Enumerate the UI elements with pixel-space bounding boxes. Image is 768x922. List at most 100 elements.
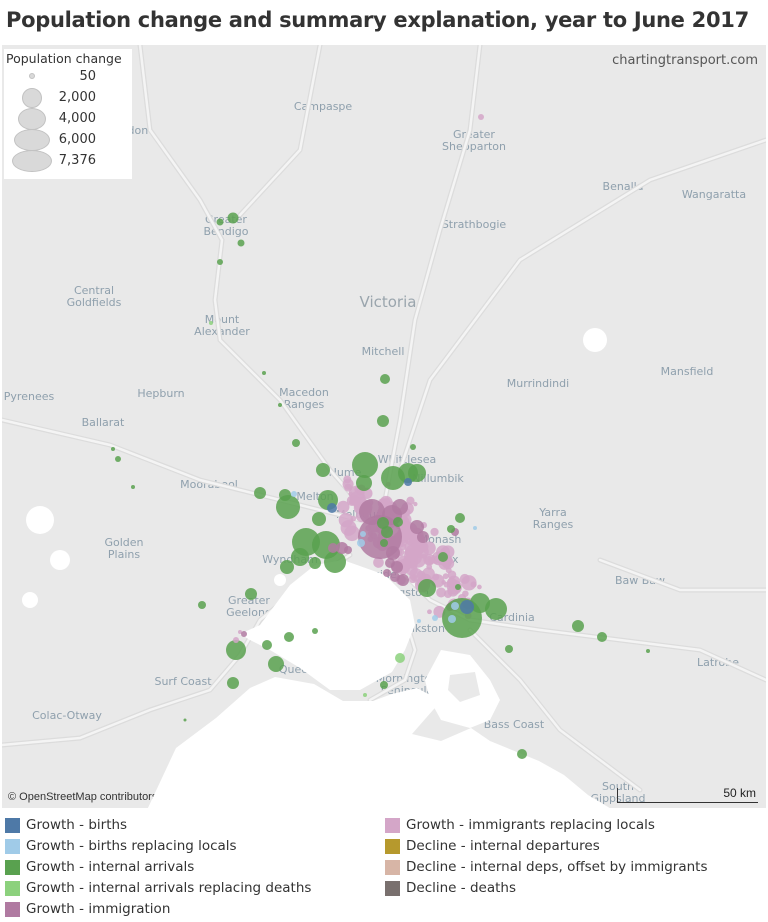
population-bubble[interactable] [291,491,297,497]
population-bubble[interactable] [391,561,403,573]
population-bubble[interactable] [342,478,354,490]
population-bubble[interactable] [373,557,384,568]
population-bubble[interactable] [131,485,135,489]
population-bubble[interactable] [448,615,456,623]
population-bubble[interactable] [357,539,365,547]
population-bubble[interactable] [427,609,432,615]
population-bubble[interactable] [430,527,439,537]
map[interactable]: Campaspe Greater Shepparton Benalla Wangara… [2,45,766,808]
population-bubble[interactable] [316,463,330,477]
population-bubble[interactable] [442,573,449,580]
population-bubble[interactable] [451,602,459,610]
population-bubble[interactable] [428,557,435,564]
population-bubble[interactable] [390,572,400,582]
population-bubble[interactable] [460,600,474,614]
population-bubble[interactable] [280,560,294,574]
population-bubble[interactable] [408,464,426,482]
population-bubble[interactable] [432,615,438,621]
population-bubble[interactable] [312,512,326,526]
population-bubble[interactable] [412,540,425,554]
population-bubble[interactable] [597,632,607,642]
population-bubble[interactable] [395,653,405,663]
population-bubble[interactable] [356,475,372,491]
population-bubble[interactable] [328,543,338,553]
population-bubble[interactable] [262,640,272,650]
legend-item[interactable]: Decline - internal departures [385,836,600,856]
population-bubble[interactable] [268,656,284,672]
population-bubble[interactable] [324,551,346,573]
population-bubble[interactable] [436,587,447,598]
population-bubble[interactable] [485,598,507,620]
population-bubble[interactable] [473,526,477,530]
population-bubble[interactable] [447,525,455,533]
population-bubble[interactable] [337,500,350,514]
population-bubble[interactable] [198,601,206,609]
population-bubble[interactable] [363,693,367,697]
population-bubble[interactable] [350,515,357,522]
population-bubble[interactable] [241,631,247,637]
population-bubble[interactable] [359,499,385,525]
population-bubble[interactable] [284,632,294,642]
population-bubble[interactable] [216,218,224,226]
population-bubble[interactable] [418,579,436,597]
population-bubble[interactable] [572,620,584,632]
population-bubble[interactable] [409,560,418,570]
population-bubble[interactable] [237,239,245,247]
population-bubble[interactable] [404,478,412,486]
population-bubble[interactable] [377,517,389,529]
population-bubble[interactable] [262,371,266,375]
legend-item[interactable]: Growth - internal arrivals [5,857,194,877]
population-bubble[interactable] [238,630,242,634]
population-bubble[interactable] [380,539,388,547]
population-bubble[interactable] [410,444,416,450]
attribution-link[interactable]: © OpenStreetMap contributors [8,791,158,803]
population-bubble[interactable] [478,114,484,120]
population-bubble[interactable] [417,619,421,623]
population-bubble[interactable] [444,590,452,598]
population-bubble[interactable] [349,497,358,506]
population-bubble[interactable] [278,403,282,407]
population-bubble[interactable] [360,531,366,537]
population-bubble[interactable] [377,415,389,427]
legend-item[interactable]: Growth - immigrants replacing locals [385,815,655,835]
population-bubble[interactable] [443,581,450,588]
population-bubble[interactable] [309,557,321,569]
population-bubble[interactable] [410,520,424,534]
population-bubble[interactable] [470,593,490,613]
population-bubble[interactable] [381,526,393,538]
population-bubble[interactable] [327,503,337,513]
population-bubble[interactable] [338,512,354,528]
population-bubble[interactable] [408,575,417,584]
population-bubble[interactable] [291,548,309,566]
population-bubble[interactable] [312,628,318,634]
population-bubble[interactable] [227,677,239,689]
population-bubble[interactable] [380,681,388,689]
population-bubble[interactable] [505,645,513,653]
population-bubble[interactable] [422,541,436,555]
population-bubble[interactable] [417,531,429,543]
population-bubble[interactable] [183,718,187,722]
population-bubble[interactable] [477,584,482,590]
legend-item[interactable]: Growth - births [5,815,127,835]
population-bubble[interactable] [111,447,115,451]
population-bubble[interactable] [276,495,300,519]
population-bubble[interactable] [217,259,223,265]
population-bubble[interactable] [209,321,213,325]
population-bubble[interactable] [292,439,300,447]
legend-item[interactable]: Growth - births replacing locals [5,836,237,856]
population-bubble[interactable] [245,588,257,600]
population-bubble[interactable] [455,584,461,590]
population-bubble[interactable] [352,452,378,478]
population-bubble[interactable] [380,374,390,384]
population-bubble[interactable] [646,649,650,653]
population-bubble[interactable] [413,501,418,507]
population-bubble[interactable] [336,542,348,554]
population-bubble[interactable] [393,517,403,527]
population-bubble[interactable] [455,513,465,523]
legend-item[interactable]: Growth - internal arrivals replacing dea… [5,878,311,898]
population-bubble[interactable] [459,573,470,584]
legend-item[interactable]: Decline - deaths [385,878,516,898]
population-bubble[interactable] [233,637,239,643]
legend-item[interactable]: Decline - internal deps, offset by immig… [385,857,708,877]
population-bubble[interactable] [386,546,400,560]
